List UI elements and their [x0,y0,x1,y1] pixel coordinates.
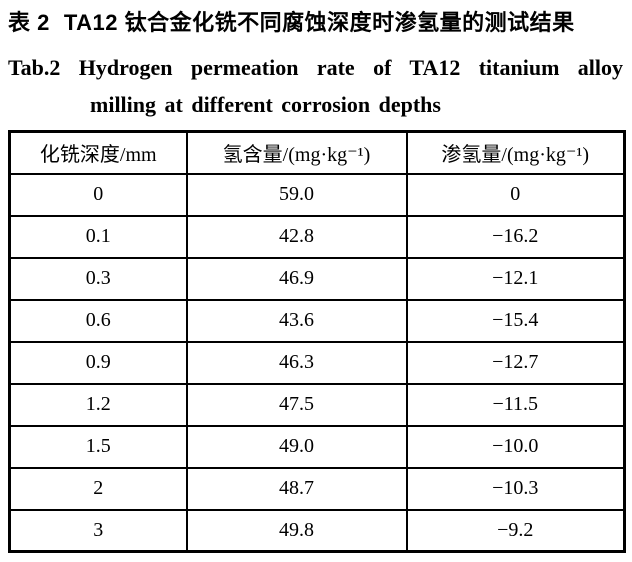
table-cell: −12.7 [405,340,626,385]
table-caption-en: Tab.2 Hydrogen permeation rate of TA12 t… [8,54,623,119]
table-cell: 46.3 [185,340,408,385]
caption-en-title: Hydrogen permeation rate of TA12 titaniu… [78,55,624,80]
table-row: 1.2 47.5 −11.5 [8,382,626,427]
table-row: 0 59.0 0 [8,172,626,217]
table-cell: −15.4 [405,298,626,343]
table-cell: −16.2 [405,214,626,259]
table-row: 3 49.8 −9.2 [8,508,626,553]
caption-en-line2: milling at different corrosion depths [90,92,441,117]
table-cell: 1.5 [8,424,188,469]
table-cell: 0.9 [8,340,188,385]
table-cell: 0.3 [8,256,188,301]
table-caption-zh: 表 2 TA12 钛合金化铣不同腐蚀深度时渗氢量的测试结果 [8,8,623,38]
table-row: 2 48.7 −10.3 [8,466,626,511]
table-cell: −9.2 [405,508,626,553]
table-row: 1.5 49.0 −10.0 [8,424,626,469]
table-cell: −11.5 [405,382,626,427]
table-cell: 42.8 [185,214,408,259]
table-header-row: 化铣深度/mm 氢含量/(mg·kg⁻¹) 渗氢量/(mg·kg⁻¹) [8,130,626,175]
table-cell: 1.2 [8,382,188,427]
table-cell: 2 [8,466,188,511]
table-cell: 59.0 [185,172,408,217]
caption-en-line1: Tab.2 Hydrogen permeation rate of TA12 t… [8,54,623,82]
table-cell: 3 [8,508,188,553]
table-cell: −10.0 [405,424,626,469]
table-row: 0.3 46.9 −12.1 [8,256,626,301]
table-row: 0.1 42.8 −16.2 [8,214,626,259]
table-cell: 48.7 [185,466,408,511]
table-cell: 46.9 [185,256,408,301]
caption-en-label: Tab.2 [8,55,61,80]
table-cell: 0 [8,172,188,217]
table-cell: 49.0 [185,424,408,469]
table-cell: 0 [405,172,626,217]
table-cell: 43.6 [185,298,408,343]
header-cell-hydrogen-content: 氢含量/(mg·kg⁻¹) [185,130,408,175]
caption-zh-text: TA12 钛合金化铣不同腐蚀深度时渗氢量的测试结果 [63,10,575,35]
header-cell-depth: 化铣深度/mm [8,130,188,175]
table-cell: 49.8 [185,508,408,553]
table-cell: −10.3 [405,466,626,511]
data-table: 化铣深度/mm 氢含量/(mg·kg⁻¹) 渗氢量/(mg·kg⁻¹) 0 59… [8,130,626,553]
table-row: 0.6 43.6 −15.4 [8,298,626,343]
table-cell: −12.1 [405,256,626,301]
table-row: 0.9 46.3 −12.7 [8,340,626,385]
table-cell: 47.5 [185,382,408,427]
table-cell: 0.1 [8,214,188,259]
table-cell: 0.6 [8,298,188,343]
header-cell-permeation: 渗氢量/(mg·kg⁻¹) [405,130,626,175]
caption-zh-label: 表 2 [8,10,50,35]
